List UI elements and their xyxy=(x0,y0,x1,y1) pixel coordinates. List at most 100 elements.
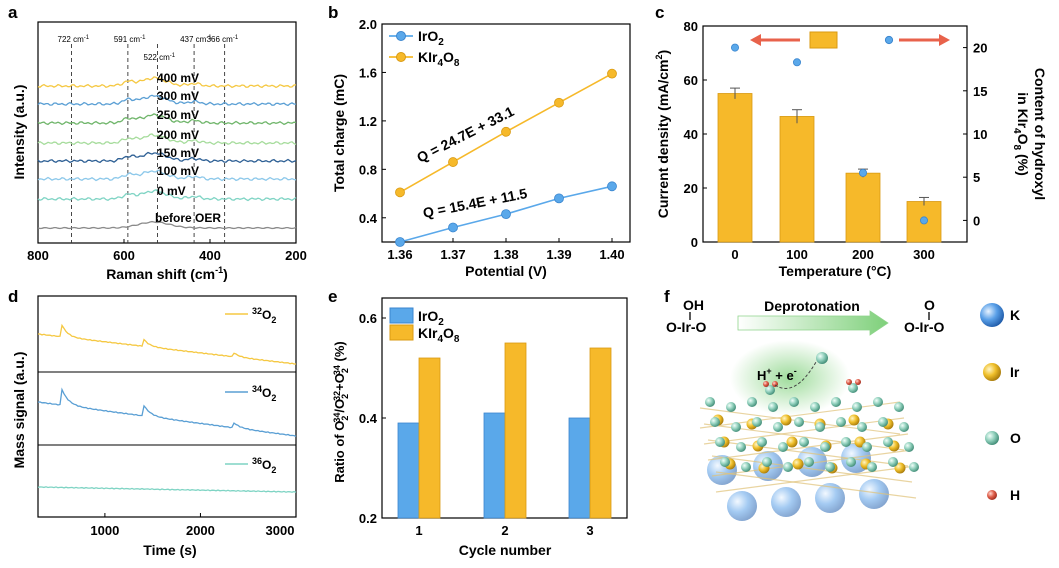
data-point xyxy=(395,237,405,247)
released-oxygen-atom xyxy=(816,352,828,364)
o-atom xyxy=(757,437,767,447)
crystal-atoms xyxy=(699,379,919,521)
o-atom xyxy=(720,457,730,467)
data-point xyxy=(554,97,564,108)
k-atom xyxy=(771,487,801,517)
lattice-bond xyxy=(715,471,917,499)
o-atom xyxy=(778,442,788,452)
legend-atom-icon xyxy=(983,363,1001,381)
panel-d-x-ticks: 1000 2000 3000 xyxy=(90,513,297,538)
panel-a-x-ticks: 800 600 400 200 xyxy=(27,239,307,263)
o-atom xyxy=(846,457,856,467)
crystal-structure-illustration: H+ + e- xyxy=(699,340,919,521)
x-tick-label: 800 xyxy=(27,248,49,263)
trace-legend-label: 34O2 xyxy=(252,384,276,403)
legend-label-kir4o8: KIr4O8 xyxy=(418,49,460,69)
o-atom xyxy=(815,422,825,432)
o-atom xyxy=(789,397,799,407)
panel-e-x-label: Cycle number xyxy=(459,542,552,558)
ir-atom xyxy=(848,414,860,426)
left-oh-label: OH xyxy=(683,297,704,313)
o-atom xyxy=(841,437,851,447)
spectrum-label: 300 mV xyxy=(157,89,199,103)
x-tick-label: 3000 xyxy=(266,523,295,538)
y2-tick-label: 10 xyxy=(973,127,987,142)
hydroxyl-point xyxy=(731,43,740,52)
ir-atom xyxy=(786,436,798,448)
o-atom xyxy=(768,402,778,412)
o-atom xyxy=(799,437,809,447)
panel-label-a: a xyxy=(8,3,18,22)
y-tick-label: 1.2 xyxy=(359,114,377,129)
data-point xyxy=(448,157,458,167)
legend-atom-label: O xyxy=(1010,430,1021,446)
y2-tick-label: 5 xyxy=(973,170,980,185)
o-atom xyxy=(878,417,888,427)
deprotonation-label: Deprotonation xyxy=(764,298,860,314)
y-tick-label: 0.6 xyxy=(359,311,377,326)
data-point xyxy=(395,187,405,198)
mass-signal-traces: 32O2 34O2 36O2 xyxy=(37,306,297,493)
y-tick-label: 0.4 xyxy=(359,211,378,226)
hydroxyl-point xyxy=(793,58,802,67)
y-tick-label: 80 xyxy=(684,19,698,34)
panel-b-x-label: Potential (V) xyxy=(465,263,547,279)
bar xyxy=(779,116,815,243)
y-tick-label: 40 xyxy=(684,127,698,142)
k-atom xyxy=(727,491,757,521)
panel-b-y-label: Total charge (mC) xyxy=(331,74,347,192)
x-tick-label: 600 xyxy=(113,248,135,263)
panel-b-legend: IrO2 KIr4O8 xyxy=(389,28,460,69)
y-tick-label: 0.4 xyxy=(359,411,378,426)
x-tick-label: 200 xyxy=(852,247,874,262)
o-atom xyxy=(747,397,757,407)
right-oiro-label: O-Ir-O xyxy=(904,319,945,335)
bar xyxy=(418,357,441,519)
bar xyxy=(589,347,612,519)
o-atom xyxy=(894,402,904,412)
o-atom xyxy=(794,417,804,427)
y-tick-label: 20 xyxy=(684,181,698,196)
panel-e-y-label: Ratio of O234/O232+O234 (%) xyxy=(332,341,350,483)
panel-c-y-label: Current density (mA/cm2) xyxy=(654,50,671,218)
h-atom xyxy=(855,379,861,385)
y-tick-label: 60 xyxy=(684,73,698,88)
mass-trace xyxy=(37,486,297,493)
spectrum-label: before OER xyxy=(155,211,221,225)
legend-atom-icon xyxy=(980,303,1004,327)
panel-b-axes: 1.36 1.37 1.38 1.39 1.40 0.4 0.8 1.2 1.6 2.0 xyxy=(359,17,625,262)
raman-spectrum-line xyxy=(37,94,297,107)
y-tick-label: 1.6 xyxy=(359,65,377,80)
lattice-bond xyxy=(707,433,909,461)
y-tick-label: 0.2 xyxy=(359,511,377,526)
panel-c-legend xyxy=(750,31,950,49)
x-tick-label: 3 xyxy=(586,523,593,538)
panel-e-axes: 1 2 3 0.2 0.4 0.6 xyxy=(359,311,594,538)
raman-spectrum-line xyxy=(37,76,297,89)
legend-swatch-iro2 xyxy=(389,307,414,324)
bar xyxy=(483,412,506,519)
o-atom xyxy=(836,417,846,427)
x-tick-label: 100 xyxy=(786,247,808,262)
panel-b-charge: b 1.36 1.37 1.38 1.39 1.40 0.4 0.8 1.2 1.6 2.0 Ir… xyxy=(328,3,631,279)
hydroxyl-point xyxy=(920,216,929,225)
o-atom xyxy=(899,422,909,432)
o-atom xyxy=(867,462,877,472)
mass-trace xyxy=(37,387,297,438)
o-atom xyxy=(741,462,751,472)
mass-trace xyxy=(38,323,296,365)
panel-a-frame xyxy=(37,21,297,244)
o-atom xyxy=(810,402,820,412)
legend-swatch-kir4o8 xyxy=(389,324,414,341)
surface-o-atom xyxy=(848,383,858,393)
o-atom xyxy=(873,397,883,407)
bar xyxy=(717,93,753,243)
panel-d-x-label: Time (s) xyxy=(143,542,196,558)
x-tick-label: 1.37 xyxy=(440,247,465,262)
o-atom xyxy=(762,457,772,467)
legend-bar-swatch xyxy=(809,31,838,49)
data-point xyxy=(554,193,564,204)
h-atom xyxy=(763,381,769,387)
o-atom xyxy=(825,462,835,472)
